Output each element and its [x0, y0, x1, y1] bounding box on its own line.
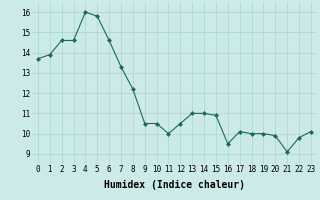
- X-axis label: Humidex (Indice chaleur): Humidex (Indice chaleur): [104, 180, 245, 190]
